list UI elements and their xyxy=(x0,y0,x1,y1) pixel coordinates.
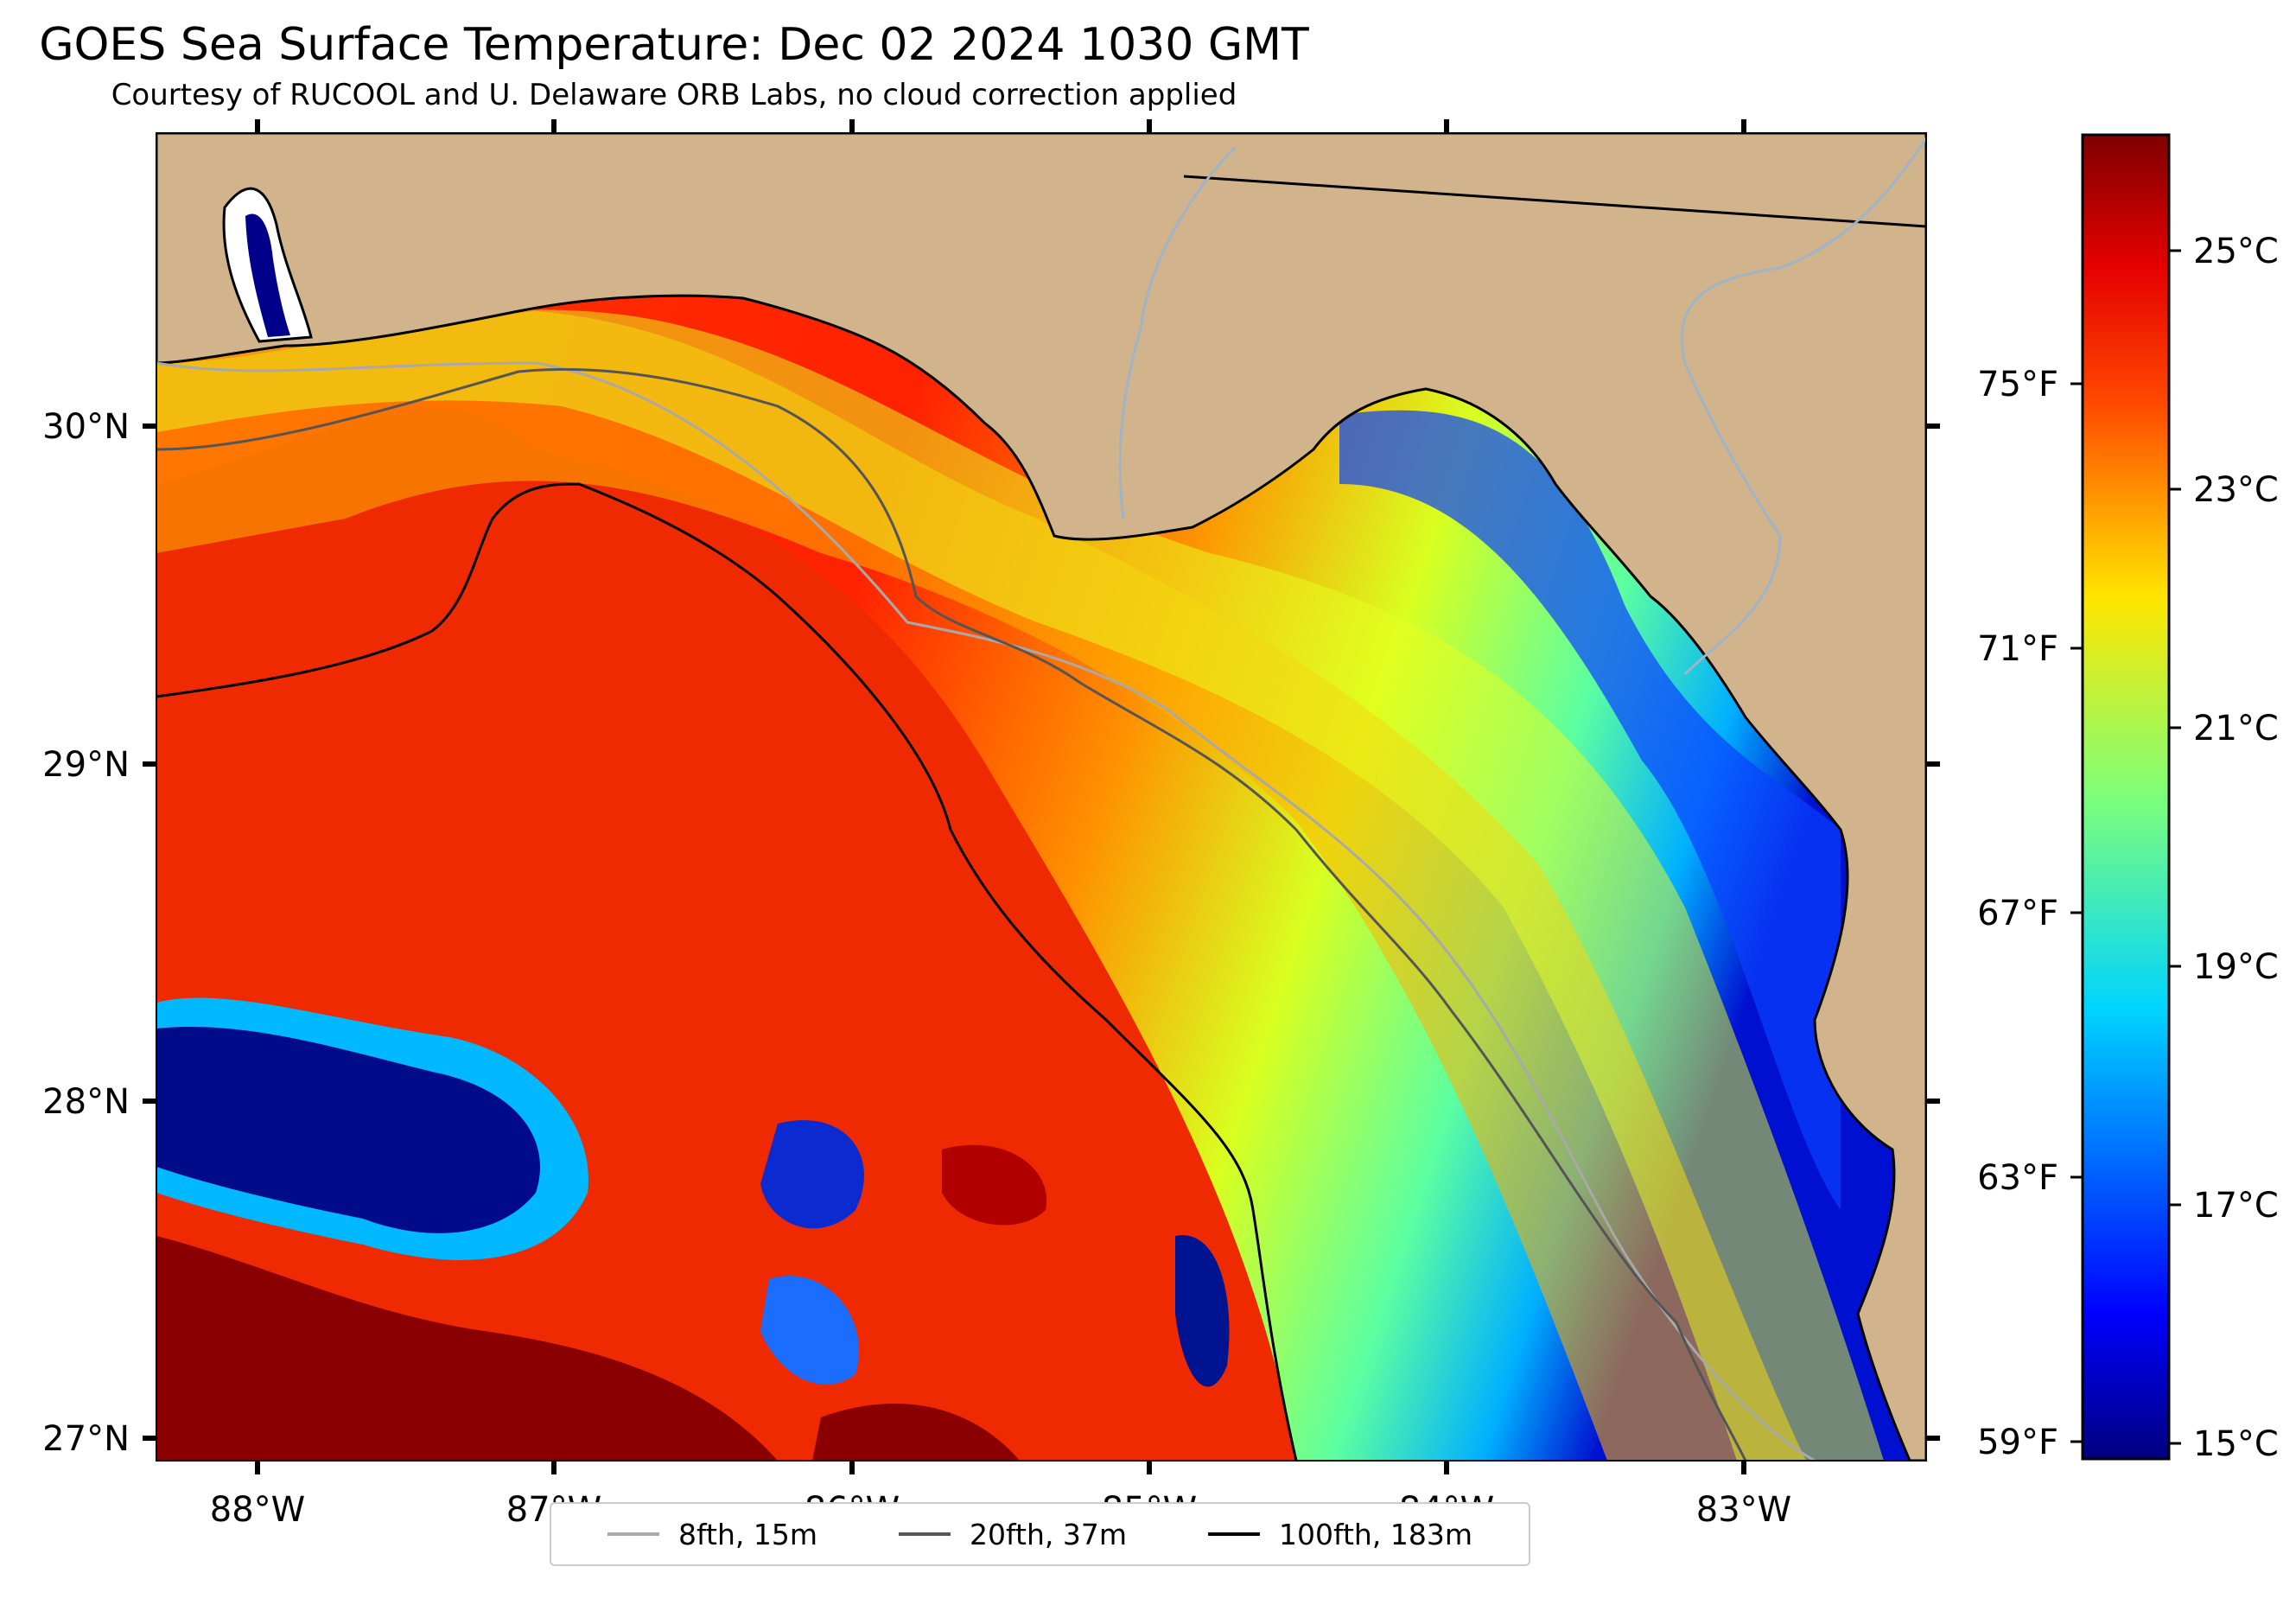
map-area xyxy=(156,133,1926,1461)
cb-f-75: 75°F xyxy=(1977,365,2058,404)
cb-c-17: 17°C xyxy=(2193,1186,2279,1226)
lat-label-28n: 28°N xyxy=(42,1082,130,1122)
map-frame xyxy=(156,132,1927,1462)
legend-line-20fth xyxy=(898,1532,951,1536)
cold-bigbend-water xyxy=(1339,410,1841,1210)
legend-label-100fth: 100fth, 183m xyxy=(1278,1517,1472,1551)
colorbar-ticks xyxy=(2070,249,2181,1445)
legend-label-20fth: 20fth, 37m xyxy=(969,1517,1127,1551)
cb-f-71: 71°F xyxy=(1977,629,2058,669)
cb-c-19: 19°C xyxy=(2193,947,2279,987)
legend-item-100fth: 100fth, 183m xyxy=(1207,1517,1472,1551)
mobile-bay-water xyxy=(245,213,290,337)
isobath-20fth xyxy=(156,367,1747,1461)
legend-line-8fth xyxy=(607,1532,659,1536)
state-border xyxy=(1183,175,1926,228)
river-1 xyxy=(1118,145,1237,519)
chart-subtitle: Courtesy of RUCOOL and U. Delaware ORB L… xyxy=(111,78,1237,112)
cb-f-67: 67°F xyxy=(1977,894,2058,933)
chart-title: GOES Sea Surface Temperature: Dec 02 202… xyxy=(39,19,1309,71)
cold-patch-core xyxy=(156,1027,540,1233)
cool-nearshore-band xyxy=(156,309,1884,1461)
legend-item-8fth: 8fth, 15m xyxy=(607,1518,817,1551)
cb-f-59: 59°F xyxy=(1977,1423,2058,1462)
warm-pool-sw xyxy=(156,1236,778,1461)
legend-line-100fth xyxy=(1207,1532,1260,1536)
lat-label-30n: 30°N xyxy=(42,407,130,447)
colorbar xyxy=(2081,133,2171,1461)
warm-eddy xyxy=(942,1144,1047,1226)
cb-f-63: 63°F xyxy=(1977,1158,2058,1198)
warm-pool-s xyxy=(812,1404,1020,1461)
cb-c-23: 23°C xyxy=(2193,470,2279,510)
land-mass xyxy=(156,133,1926,1461)
legend-label-8fth: 8fth, 15m xyxy=(677,1517,817,1551)
legend-item-20fth: 20fth, 37m xyxy=(898,1517,1127,1551)
cb-c-15: 15°C xyxy=(2193,1424,2279,1464)
cold-patch-3 xyxy=(1175,1235,1230,1387)
cb-c-21: 21°C xyxy=(2193,709,2279,748)
lon-label-83w: 83°W xyxy=(1696,1490,1791,1530)
isobath-legend: 8fth, 15m 20fth, 37m 100fth, 183m xyxy=(550,1502,1530,1566)
cold-patch-2 xyxy=(760,1120,864,1229)
cold-patch-4 xyxy=(760,1276,859,1385)
cb-c-25: 25°C xyxy=(2193,232,2279,271)
lat-label-29n: 29°N xyxy=(42,745,130,785)
lon-label-88w: 88°W xyxy=(210,1490,305,1530)
lat-label-27n: 27°N xyxy=(42,1419,130,1459)
river-2 xyxy=(1680,137,1926,676)
lon-ticks xyxy=(255,119,1746,1474)
lat-ticks xyxy=(143,424,1940,1441)
isobath-100fth xyxy=(156,482,1298,1461)
isobath-8fth xyxy=(156,361,1816,1461)
